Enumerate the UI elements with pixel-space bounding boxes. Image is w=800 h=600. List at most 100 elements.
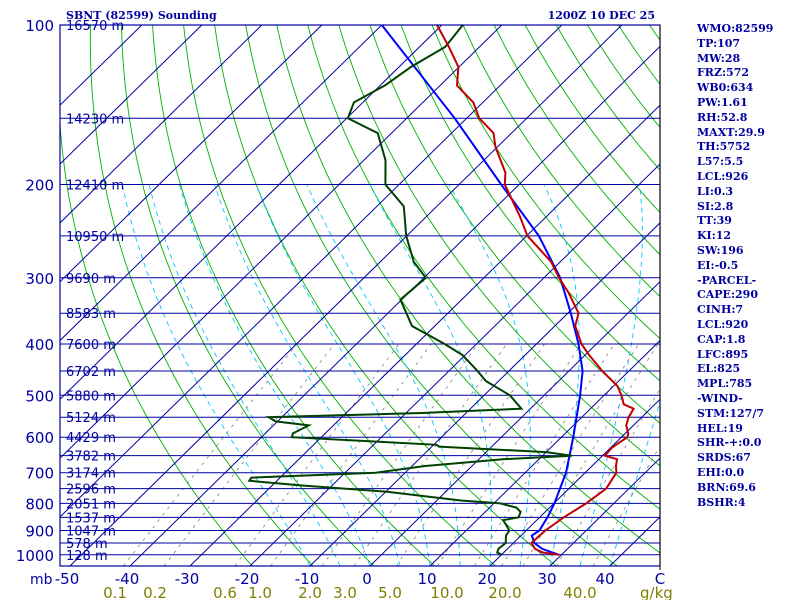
dry-adiabat-line (462, 25, 660, 298)
height-label: 14230 m (66, 112, 124, 127)
sounding-index: SI:2.8 (697, 199, 734, 213)
pressure-tick-label: 1000 (16, 547, 54, 565)
height-label: 128 m (66, 549, 108, 564)
temperature-tick-label: -30 (175, 570, 200, 588)
isotherm-line (60, 25, 203, 165)
height-label: 3782 m (66, 450, 116, 465)
height-label: 4429 m (66, 431, 116, 446)
sounding-index: FRZ:572 (697, 66, 750, 80)
height-label: 5124 m (66, 411, 116, 426)
sounding-index: -WIND- (697, 391, 743, 405)
isotherm-line (60, 25, 323, 283)
sounding-index: LCL:926 (697, 169, 749, 183)
sounding-index: MW:28 (697, 51, 741, 65)
isotherm-line (60, 25, 563, 518)
sounding-index: WB0:634 (697, 81, 754, 95)
mixing-ratio-line (396, 343, 545, 566)
mixing-ratio-line (234, 343, 400, 566)
height-label: 3174 m (66, 467, 116, 482)
height-label: 16570 m (66, 19, 124, 34)
dry-adiabat-line (60, 117, 253, 566)
mixing-ratio-label: 1.0 (248, 584, 272, 600)
moist-adiabat-line (448, 184, 531, 566)
temperature-tick-label: 20 (477, 570, 496, 588)
mixing-ratio-line (522, 343, 659, 566)
dry-adiabat-line (214, 25, 557, 566)
sounding-index: BRN:69.6 (697, 480, 756, 494)
parcel-line (381, 25, 584, 556)
height-label: 2596 m (66, 483, 116, 498)
sounding-index: SRDS:67 (697, 451, 751, 465)
isotherm-line (309, 222, 660, 566)
mixing-ratio-label: 10.0 (430, 584, 463, 600)
dry-adiabat-line (183, 25, 496, 566)
sounding-index: SHR-+:0.0 (697, 436, 762, 450)
mixing-ratio-line (556, 388, 660, 566)
pressure-unit-label: mb (30, 572, 53, 588)
height-label: 578 m (66, 537, 108, 552)
pressure-tick-label: 700 (25, 465, 54, 483)
pressure-tick-label: 100 (25, 17, 54, 35)
sounding-index: CAP:1.8 (697, 332, 746, 346)
temperature-tick-label: 0 (362, 570, 372, 588)
mixing-ratio-line (270, 343, 432, 566)
pressure-tick-label: 800 (25, 495, 54, 513)
indices-panel: WMO:82599 TP:107 MW:28 FRZ:572 WB0:634 PW:1.6… (697, 22, 800, 510)
height-label: 1047 m (66, 525, 116, 540)
temperature-tick-label: 10 (417, 570, 436, 588)
temperature-tick-label: -20 (235, 570, 260, 588)
height-label: 8583 m (66, 307, 116, 322)
mixing-ratio-label: 2.0 (298, 584, 322, 600)
temperature-tick-label: -50 (55, 570, 80, 588)
isotherm-line (489, 398, 660, 566)
isotherm-line (369, 280, 660, 566)
moist-adiabat-line (579, 184, 643, 566)
sounding-index: HEL:19 (697, 421, 743, 435)
sounding-index: -PARCEL- (697, 273, 757, 287)
mixing-ratio-line (353, 343, 507, 566)
sounding-index: MAXT:29.9 (697, 125, 765, 139)
mixing-ratio-label: 0.6 (213, 584, 237, 600)
sounding-index: EHI:0.0 (697, 465, 745, 479)
pressure-tick-label: 900 (25, 523, 54, 541)
sounding-index: LFC:895 (697, 347, 749, 361)
mixing-ratio-label: 40.0 (563, 584, 596, 600)
dry-adiabat-line (245, 25, 618, 566)
temperature-unit-label: C (655, 570, 665, 588)
mixing-ratio-unit: g/kg (640, 584, 673, 600)
sounding-index: CAPE:290 (697, 288, 758, 302)
dry-adiabat-line (431, 25, 660, 340)
temperature-tick-label: -40 (115, 570, 140, 588)
isotherm-line (69, 25, 623, 566)
dry-adiabat-line (338, 25, 660, 467)
mixing-ratio-label: 0.1 (103, 584, 127, 600)
isotherm-line (60, 25, 383, 342)
height-label: 2051 m (66, 497, 116, 512)
height-label: 6702 m (66, 365, 116, 380)
sounding-index: WMO:82599 (697, 22, 774, 35)
height-label: 7600 m (66, 338, 116, 353)
isotherm-line (60, 25, 503, 459)
sounding-index: TT:39 (697, 214, 732, 228)
sounding-index: RH:52.8 (697, 110, 748, 124)
sounding-index: TH:5752 (697, 140, 751, 154)
sounding-index: SW:196 (697, 243, 744, 257)
dry-adiabat-line (89, 25, 314, 566)
mixing-ratio-label: 5.0 (378, 584, 402, 600)
isotherm-line (249, 163, 660, 566)
dry-adiabat-line (369, 25, 660, 424)
isotherm-line (429, 339, 660, 566)
pressure-tick-label: 400 (25, 336, 54, 354)
sounding-index: PW:1.61 (697, 95, 748, 109)
height-label: 9690 m (66, 272, 116, 287)
moist-adiabat-line (214, 184, 401, 566)
sounding-index: L57:5.5 (697, 155, 744, 169)
height-label: 10950 m (66, 230, 124, 245)
sounding-index: LI:0.3 (697, 184, 734, 198)
sounding-index: CINH:7 (697, 303, 744, 317)
pressure-tick-label: 200 (25, 176, 54, 194)
sounding-index: TP:107 (697, 36, 741, 50)
sounding-index: KI:12 (697, 229, 732, 243)
pressure-tick-label: 300 (25, 270, 54, 288)
station-title: SBNT (82599) Sounding (66, 9, 217, 22)
